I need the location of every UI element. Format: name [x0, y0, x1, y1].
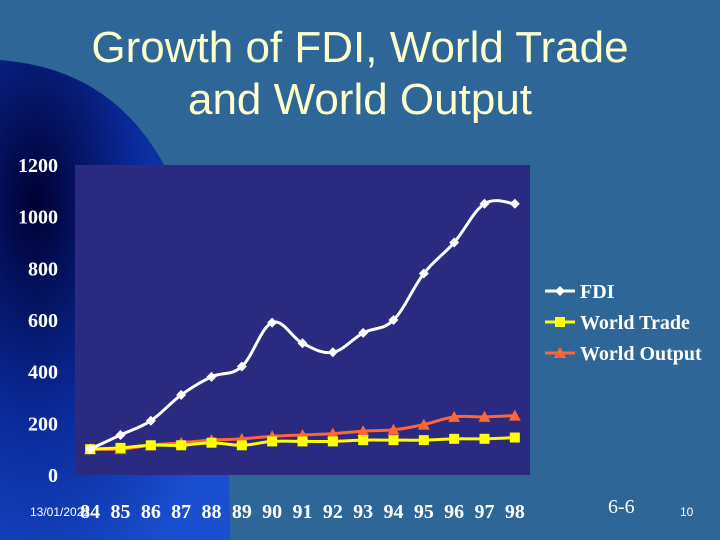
data-point-world-trade: [418, 435, 429, 446]
data-point-fdi: [297, 338, 308, 349]
title-line-2: and World Output: [187, 75, 533, 124]
x-tick-label: 85: [111, 501, 131, 523]
data-point-world-trade: [297, 436, 308, 447]
data-point-world-output: [417, 418, 430, 430]
data-point-world-trade: [388, 435, 399, 446]
x-tick-label: 96: [444, 501, 464, 523]
data-point-fdi: [449, 237, 460, 248]
data-point-fdi: [176, 389, 187, 400]
x-tick-label: 93: [353, 501, 373, 523]
x-tick-label: 87: [171, 501, 191, 523]
y-tick-label: 400: [28, 362, 58, 384]
legend-label-world-output: World Output: [580, 343, 702, 365]
data-point-world-trade: [236, 440, 247, 451]
data-point-fdi: [115, 429, 126, 440]
data-point-world-trade: [449, 433, 460, 444]
footer-date: 13/01/2022: [30, 505, 91, 519]
data-point-world-trade: [479, 433, 490, 444]
x-tick-label: 91: [293, 501, 313, 523]
x-tick-label: 84: [80, 501, 100, 523]
data-point-world-trade: [176, 440, 187, 451]
title-line-1: Growth of FDI, World Trade: [91, 23, 629, 72]
plot-area: [75, 165, 530, 475]
x-tick-label: 98: [505, 501, 525, 523]
data-point-world-trade: [206, 437, 217, 448]
data-point-world-output: [508, 409, 521, 421]
legend-marker-world-trade: [555, 317, 565, 327]
data-point-fdi: [327, 347, 338, 358]
x-tick-label: 97: [475, 501, 495, 523]
data-point-fdi: [267, 317, 278, 328]
x-tick-label: 92: [323, 501, 343, 523]
y-tick-label: 800: [28, 258, 58, 280]
y-tick-label: 1000: [18, 207, 58, 229]
legend-marker-fdi: [555, 286, 565, 296]
data-point-world-output: [478, 410, 491, 422]
data-point-fdi: [358, 327, 369, 338]
legend-label-fdi: FDI: [580, 281, 615, 303]
page-number: 10: [680, 505, 694, 519]
data-point-fdi: [418, 268, 429, 279]
data-point-world-output: [357, 425, 370, 437]
x-tick-label: 89: [232, 501, 252, 523]
data-point-world-trade: [358, 435, 369, 446]
data-point-fdi: [85, 444, 96, 455]
x-tick-label: 95: [414, 501, 434, 523]
legend-marker-world-output: [554, 347, 566, 358]
x-tick-label: 90: [262, 501, 282, 523]
data-point-world-trade: [327, 436, 338, 447]
y-tick-label: 200: [28, 413, 58, 435]
data-point-fdi: [509, 198, 520, 209]
data-point-fdi: [145, 415, 156, 426]
y-tick-label: 0: [48, 465, 58, 487]
x-tick-label: 88: [202, 501, 222, 523]
data-point-world-output: [387, 423, 400, 435]
legend-label-world-trade: World Trade: [580, 312, 690, 334]
data-point-fdi: [206, 371, 217, 382]
data-point-fdi: [479, 198, 490, 209]
x-tick-label: 94: [384, 501, 404, 523]
data-point-world-trade: [509, 432, 520, 443]
data-point-fdi: [236, 361, 247, 372]
data-point-world-output: [448, 410, 461, 422]
data-point-world-trade: [145, 440, 156, 451]
slide-title: Growth of FDI, World Trade and World Out…: [20, 22, 700, 126]
data-point-world-trade: [267, 436, 278, 447]
y-tick-label: 600: [28, 310, 58, 332]
y-tick-label: 1200: [18, 155, 58, 177]
data-point-world-output: [326, 427, 339, 439]
x-tick-label: 86: [141, 501, 161, 523]
data-point-fdi: [388, 315, 399, 325]
data-point-world-trade: [115, 442, 126, 453]
slide-code: 6-6: [608, 496, 635, 518]
